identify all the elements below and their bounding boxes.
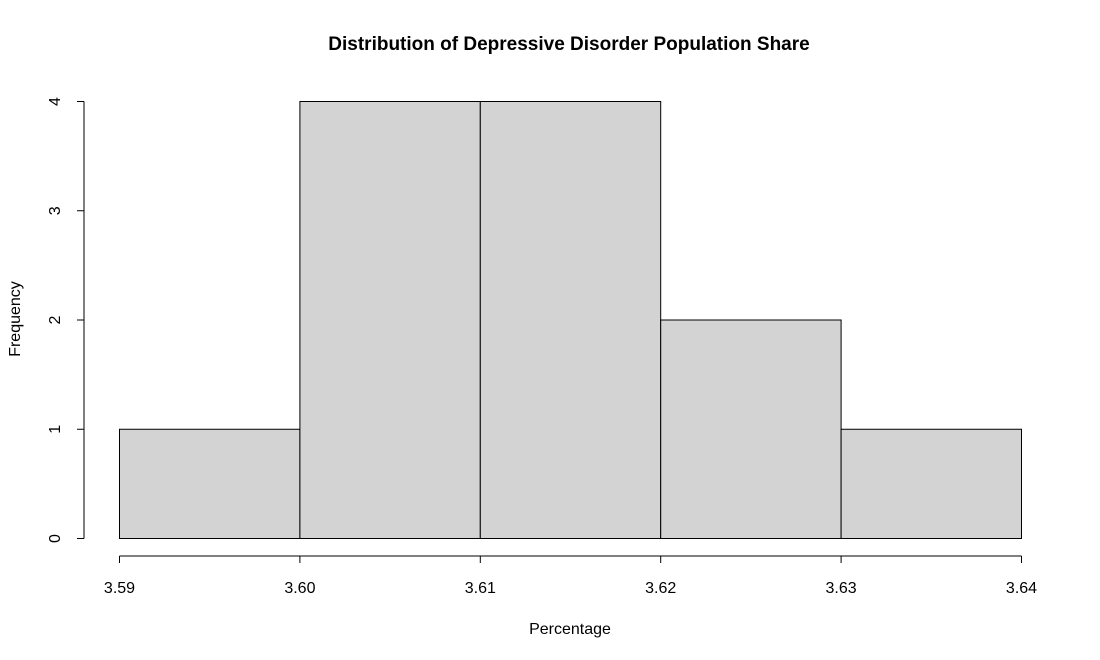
x-tick-label: 3.64: [1006, 580, 1037, 597]
x-tick-label: 3.61: [465, 580, 496, 597]
histogram-bar-2: [299, 101, 481, 539]
y-tick-label: 4: [47, 97, 64, 106]
x-axis-label: Percentage: [529, 621, 611, 638]
x-tick-label: 3.59: [104, 580, 135, 597]
histogram-bar-5: [840, 428, 1022, 539]
y-tick-label: 1: [47, 425, 64, 434]
y-axis-label: Frequency: [7, 281, 24, 357]
y-tick-label: 2: [47, 315, 64, 324]
chart-title: Distribution of Depressive Disorder Popu…: [328, 34, 809, 55]
histogram-bar-3: [479, 101, 662, 539]
x-axis: 3.59 3.60 3.61 3.62 3.63 3.64: [104, 555, 1037, 597]
x-tick-label: 3.63: [826, 580, 857, 597]
x-tick-label: 3.60: [284, 580, 315, 597]
y-tick-label: 0: [47, 534, 64, 543]
y-tick-label: 3: [47, 206, 64, 215]
y-axis: 0 1 2 3 4: [47, 97, 85, 543]
histogram-bar-1: [119, 428, 301, 539]
histogram-bar-4: [660, 319, 842, 539]
x-tick-label: 3.62: [645, 580, 676, 597]
bars-group: [119, 101, 1022, 539]
